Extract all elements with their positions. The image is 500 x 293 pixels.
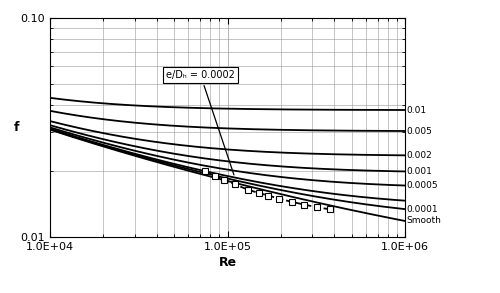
Text: 0.01: 0.01 (406, 105, 426, 115)
X-axis label: Re: Re (218, 256, 236, 269)
Text: Smooth: Smooth (406, 217, 441, 226)
Text: 0.0005: 0.0005 (406, 181, 438, 190)
Text: 0.005: 0.005 (406, 127, 432, 136)
Y-axis label: f: f (14, 121, 19, 134)
Text: e/Dₕ = 0.0002: e/Dₕ = 0.0002 (166, 70, 235, 175)
Text: 0.0001: 0.0001 (406, 205, 438, 214)
Text: 0.001: 0.001 (406, 167, 432, 176)
Text: 0.002: 0.002 (406, 151, 431, 160)
